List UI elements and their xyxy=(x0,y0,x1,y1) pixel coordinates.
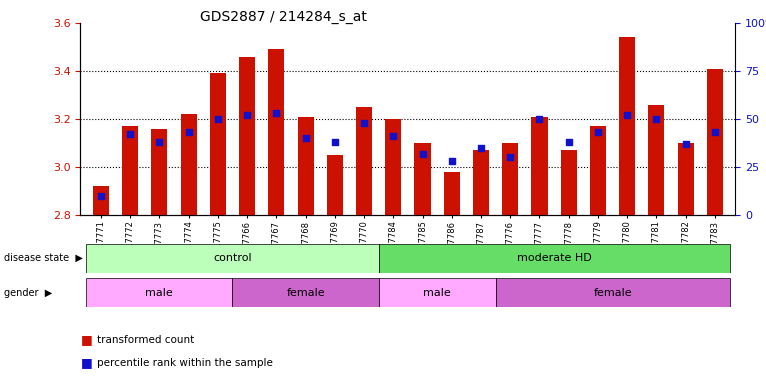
Bar xyxy=(93,186,109,215)
Bar xyxy=(356,107,372,215)
Text: disease state  ▶: disease state ▶ xyxy=(4,253,83,263)
Point xyxy=(241,112,254,118)
Point xyxy=(182,129,195,136)
Point xyxy=(562,139,574,145)
Bar xyxy=(532,117,548,215)
Bar xyxy=(619,38,635,215)
Bar xyxy=(232,278,378,307)
Point xyxy=(387,133,399,139)
Bar xyxy=(473,150,489,215)
Point xyxy=(533,116,545,122)
Point xyxy=(270,110,283,116)
Bar xyxy=(648,105,664,215)
Text: female: female xyxy=(286,288,325,298)
Point xyxy=(650,116,663,122)
Point xyxy=(504,154,516,161)
Text: male: male xyxy=(424,288,451,298)
Point xyxy=(475,145,487,151)
Point xyxy=(153,139,165,145)
Bar xyxy=(496,278,729,307)
Bar xyxy=(152,129,168,215)
Bar xyxy=(297,117,313,215)
Bar xyxy=(385,119,401,215)
Text: ■: ■ xyxy=(80,333,92,346)
Bar xyxy=(239,56,255,215)
Bar xyxy=(414,143,430,215)
Bar xyxy=(181,114,197,215)
Point xyxy=(592,129,604,136)
Point xyxy=(95,193,107,199)
Bar xyxy=(327,155,343,215)
Text: control: control xyxy=(213,253,252,263)
Point xyxy=(621,112,633,118)
Point xyxy=(709,129,721,136)
Text: transformed count: transformed count xyxy=(97,335,195,345)
Point xyxy=(446,158,458,164)
Bar xyxy=(268,50,284,215)
Point xyxy=(300,135,312,141)
Text: percentile rank within the sample: percentile rank within the sample xyxy=(97,358,273,368)
Text: GDS2887 / 214284_s_at: GDS2887 / 214284_s_at xyxy=(200,10,367,23)
Point xyxy=(679,141,692,147)
Bar xyxy=(707,69,723,215)
Point xyxy=(124,131,136,137)
Point xyxy=(358,120,370,126)
Bar xyxy=(502,143,519,215)
Bar xyxy=(87,244,378,273)
Text: female: female xyxy=(593,288,632,298)
Bar xyxy=(444,172,460,215)
Text: ■: ■ xyxy=(80,356,92,369)
Text: male: male xyxy=(146,288,173,298)
Bar xyxy=(561,150,577,215)
Bar xyxy=(210,73,226,215)
Bar xyxy=(678,143,694,215)
Bar xyxy=(122,126,138,215)
Text: moderate HD: moderate HD xyxy=(517,253,591,263)
Point xyxy=(417,151,429,157)
Bar xyxy=(590,126,606,215)
Bar xyxy=(378,244,729,273)
Bar xyxy=(87,278,232,307)
Point xyxy=(329,139,341,145)
Point xyxy=(211,116,224,122)
Text: gender  ▶: gender ▶ xyxy=(4,288,52,298)
Bar xyxy=(378,278,496,307)
